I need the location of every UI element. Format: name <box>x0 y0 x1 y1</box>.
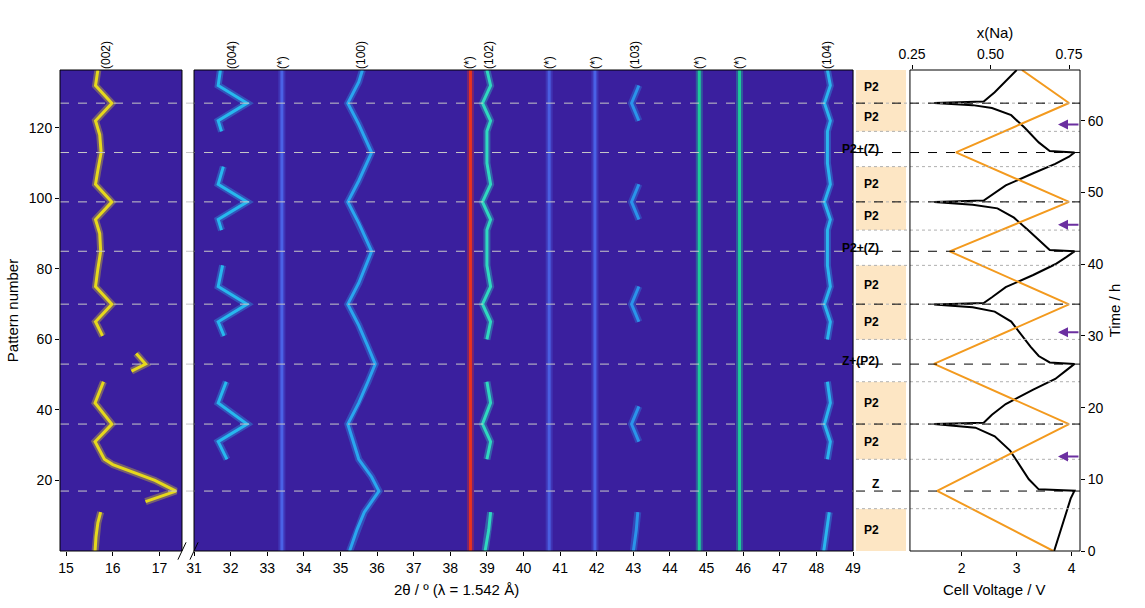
svg-text:44: 44 <box>662 560 678 576</box>
svg-text:Cell Voltage / V: Cell Voltage / V <box>943 581 1046 598</box>
svg-text:43: 43 <box>626 560 642 576</box>
svg-text:16: 16 <box>105 560 121 576</box>
svg-text:(004): (004) <box>225 41 239 69</box>
svg-text:40: 40 <box>1088 256 1104 272</box>
svg-text:(*): (*) <box>732 56 746 69</box>
svg-text:P2: P2 <box>864 523 879 537</box>
svg-text:3: 3 <box>1013 560 1021 576</box>
svg-text:P2: P2 <box>864 435 879 449</box>
svg-text:31: 31 <box>186 560 202 576</box>
svg-text:120: 120 <box>29 120 53 136</box>
svg-text:0.50: 0.50 <box>977 46 1004 62</box>
svg-text:60: 60 <box>37 331 53 347</box>
svg-text:(104): (104) <box>820 41 834 69</box>
svg-text:42: 42 <box>589 560 605 576</box>
svg-text:34: 34 <box>296 560 312 576</box>
svg-text:38: 38 <box>443 560 459 576</box>
svg-text:2: 2 <box>958 560 966 576</box>
svg-text:4: 4 <box>1068 560 1076 576</box>
svg-text:49: 49 <box>845 560 861 576</box>
svg-text:x(Na): x(Na) <box>977 24 1014 41</box>
svg-text:47: 47 <box>772 560 788 576</box>
svg-text:0.25: 0.25 <box>898 46 925 62</box>
svg-text:Z: Z <box>872 477 879 491</box>
svg-text:40: 40 <box>37 402 53 418</box>
svg-text:(*): (*) <box>462 56 476 69</box>
svg-text:2θ / º (λ = 1.542 Å): 2θ / º (λ = 1.542 Å) <box>394 581 519 598</box>
svg-text:(002): (002) <box>99 41 113 69</box>
svg-text:45: 45 <box>699 560 715 576</box>
svg-text:15: 15 <box>58 560 74 576</box>
svg-text:P2: P2 <box>864 110 879 124</box>
svg-text:P2: P2 <box>864 396 879 410</box>
svg-text:100: 100 <box>29 190 53 206</box>
svg-text:40: 40 <box>516 560 532 576</box>
svg-text:P2+(Z): P2+(Z) <box>842 241 879 255</box>
svg-text:35: 35 <box>333 560 349 576</box>
svg-text:50: 50 <box>1088 184 1104 200</box>
svg-text:60: 60 <box>1088 113 1104 129</box>
svg-text:Time / h: Time / h <box>1106 284 1123 338</box>
svg-text:(*): (*) <box>275 56 289 69</box>
svg-text:(*): (*) <box>588 56 602 69</box>
svg-text:0: 0 <box>1088 543 1096 559</box>
svg-text:33: 33 <box>259 560 275 576</box>
svg-text:Z+(P2): Z+(P2) <box>842 354 879 368</box>
svg-text:P2: P2 <box>864 80 879 94</box>
svg-text:37: 37 <box>406 560 422 576</box>
svg-text:36: 36 <box>369 560 385 576</box>
svg-text:39: 39 <box>479 560 495 576</box>
svg-text:20: 20 <box>37 472 53 488</box>
svg-text:P2: P2 <box>864 278 879 292</box>
svg-text:P2: P2 <box>864 315 879 329</box>
svg-text:17: 17 <box>152 560 168 576</box>
svg-text:Pattern number: Pattern number <box>4 259 21 362</box>
svg-text:(100): (100) <box>354 41 368 69</box>
svg-text:0.75: 0.75 <box>1055 46 1082 62</box>
svg-text:(102): (102) <box>482 41 496 69</box>
svg-text:(*): (*) <box>692 56 706 69</box>
svg-text:10: 10 <box>1088 471 1104 487</box>
svg-text:(103): (103) <box>628 41 642 69</box>
svg-text:32: 32 <box>223 560 239 576</box>
svg-text:P2: P2 <box>864 177 879 191</box>
svg-text:30: 30 <box>1088 328 1104 344</box>
svg-text:48: 48 <box>809 560 825 576</box>
svg-text:P2+(Z): P2+(Z) <box>842 142 879 156</box>
svg-text:20: 20 <box>1088 400 1104 416</box>
svg-text:(*): (*) <box>542 56 556 69</box>
svg-text:P2: P2 <box>864 209 879 223</box>
svg-text:80: 80 <box>37 261 53 277</box>
svg-text:41: 41 <box>552 560 568 576</box>
svg-text:46: 46 <box>735 560 751 576</box>
